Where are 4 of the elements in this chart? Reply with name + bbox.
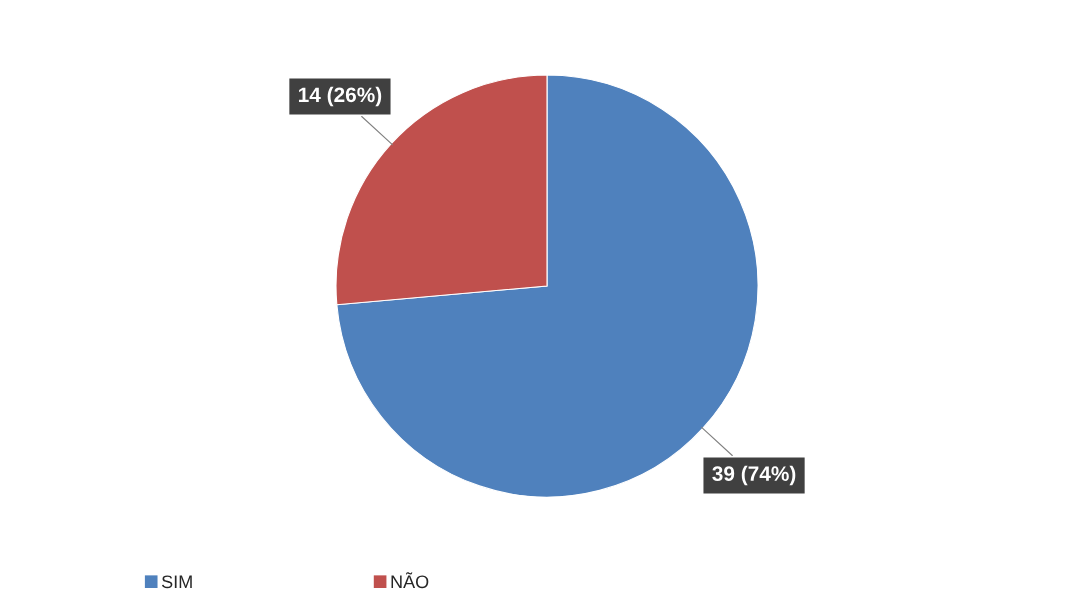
legend-label: SIM <box>161 575 192 589</box>
data-label: 39 (74%) <box>712 465 796 486</box>
data-label: 14 (26%) <box>298 86 382 107</box>
legend-label: NÃO <box>391 572 429 589</box>
